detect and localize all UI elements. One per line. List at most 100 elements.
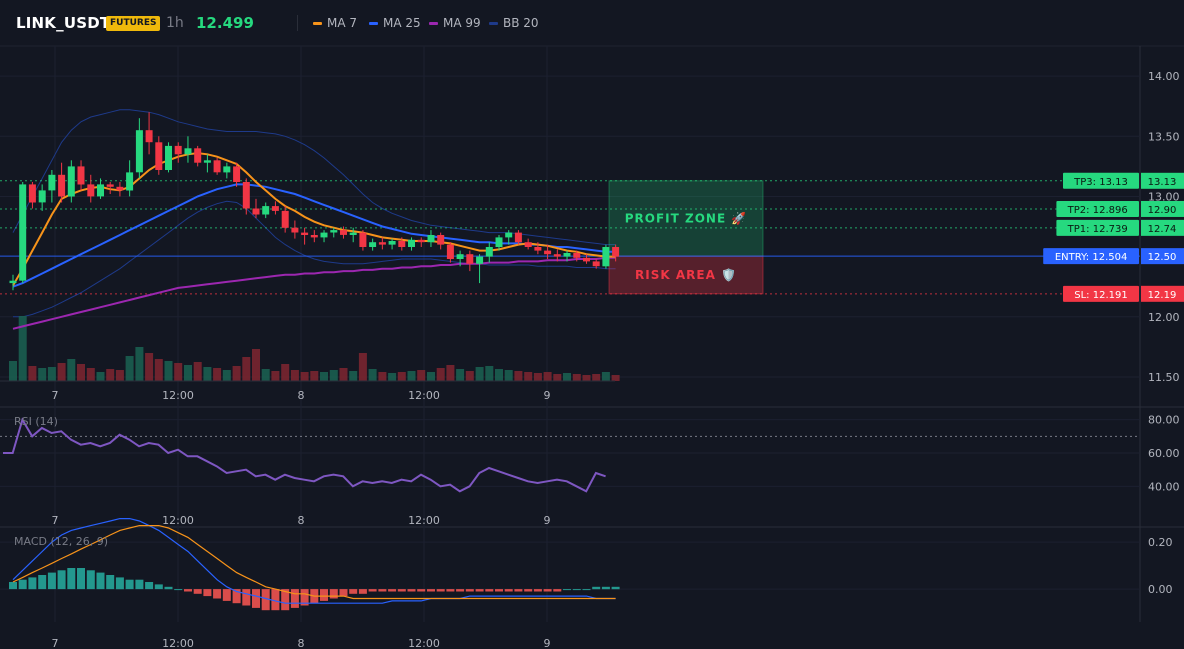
candle-body [67,166,75,197]
macd-histogram-bar [446,589,455,592]
macd-signal-line [12,525,616,600]
price-tick-label: 13.00 [1148,190,1180,203]
candle-body [252,208,260,215]
risk-zone-label: RISK AREA 🛡️ [635,268,737,282]
level-tag-sl [1063,285,1139,302]
macd-histogram-bar [154,584,163,590]
candle-body [77,166,85,185]
volume-bar [592,374,601,381]
macd-histogram-bar [329,589,338,599]
time-tick-label: 8 [298,389,305,402]
legend-ma7[interactable]: MA 7 [313,16,357,30]
axis-level-label-bg [1141,200,1184,217]
volume-bar [465,371,474,381]
macd-histogram-bar [28,577,37,590]
macd-tick-label: 0.00 [1148,583,1173,596]
macd-histogram-bar [213,589,222,599]
volume-bar [368,369,377,381]
macd-histogram-bar [242,589,251,606]
volume-bar [18,316,27,381]
candle-body [310,235,318,238]
macd-histogram-bar [553,589,562,592]
volume-bar [407,371,416,381]
macd-histogram-bar [320,589,328,601]
legend-bb20[interactable]: BB 20 [489,16,539,30]
macd-histogram-bar [543,589,552,592]
macd-histogram-bar [115,577,124,590]
time-tick-label: 8 [298,514,305,527]
candle-body [446,244,454,259]
volume-bar [310,371,319,381]
candle-body [301,232,309,235]
level-tag-text: SL: 12.191 [1074,290,1127,301]
volume-bar [417,370,426,381]
macd-tick-label: 0.20 [1148,536,1173,549]
time-tick-label: 7 [52,637,59,649]
volume-bar [563,373,571,381]
macd-histogram-bar [252,589,260,608]
macd-histogram-bar [533,589,542,592]
volume-bar [349,371,358,381]
volume-bar [300,372,309,381]
candle-body [87,184,95,197]
axis-level-label-bg [1141,285,1184,302]
bb-upper-line [12,109,616,246]
candle-body [573,253,581,258]
rsi-tick-label: 40.00 [1148,480,1180,493]
volume-bar [281,364,290,381]
volume-bar [242,357,251,381]
macd-histogram-bar [563,589,571,591]
volume-bar [67,359,76,381]
candle-body [476,256,484,264]
symbol-label[interactable]: LINK_USDT [16,14,111,32]
macd-histogram-bar [495,589,503,592]
axis-level-label: 12.50 [1148,252,1177,263]
macd-histogram-bar [465,589,474,592]
candle-body [19,184,27,281]
macd-histogram-bar [232,589,241,604]
macd-histogram-bar [456,589,465,592]
price-tick-label: 11.50 [1148,371,1180,384]
candle-body [203,160,211,163]
level-tag-entry [1043,248,1139,265]
time-tick-label: 12:00 [162,389,194,402]
candle-body [505,232,513,238]
candle-body [291,227,299,233]
time-tick-label: 7 [52,514,59,527]
candle-body [223,166,231,173]
legend-ma99[interactable]: MA 99 [429,16,481,30]
level-tag-text: TP3: 13.13 [1073,177,1128,188]
rsi-line [3,417,606,493]
candle-body [437,235,445,245]
candle-body [592,261,600,267]
volume-bar [193,362,202,381]
volume-bar [174,363,183,381]
candle-body [388,241,396,245]
level-tag-text: TP1: 12.739 [1067,224,1128,235]
futures-badge: FUTURES [106,16,161,31]
volume-bar [213,368,222,381]
level-tag-tp [1063,172,1139,189]
macd-histogram-bar [514,589,523,592]
ma7-line [12,152,616,287]
candle-body [602,247,610,267]
volume-bar [203,367,212,381]
time-tick-label: 7 [52,389,59,402]
macd-histogram-bar [504,589,513,592]
time-tick-label: 12:00 [162,637,194,649]
legend-ma25[interactable]: MA 25 [369,16,421,30]
volume-bar [222,370,231,381]
volume-bar [495,369,503,381]
macd-histogram-bar [407,589,416,592]
macd-histogram-bar [203,589,212,597]
macd-histogram-bar [300,589,309,606]
macd-histogram-bar [222,589,231,601]
legend-label: MA 25 [383,16,421,30]
volume-bar [57,363,66,381]
timeframe-label[interactable]: 1h [166,15,184,31]
rsi-title: RSI (14) [14,415,58,428]
candle-body [97,184,104,197]
volume-bar [125,356,134,381]
macd-histogram-bar [281,589,290,611]
